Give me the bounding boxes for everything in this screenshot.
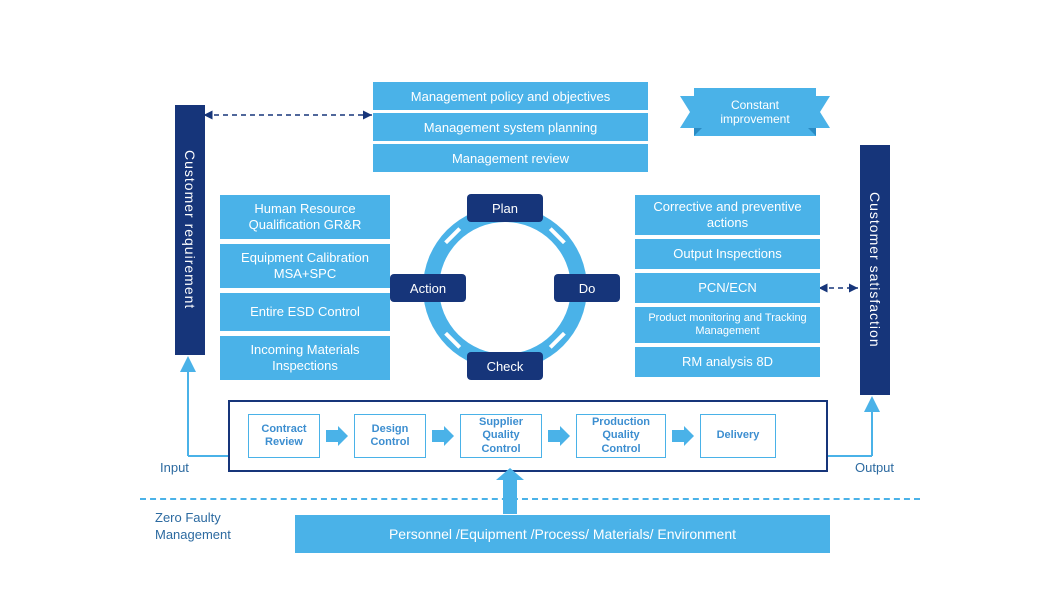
process-step: Supplier Quality Control bbox=[460, 414, 542, 458]
process-step: Design Control bbox=[354, 414, 426, 458]
process-step: Delivery bbox=[700, 414, 776, 458]
pdca-node: Action bbox=[390, 274, 466, 302]
zero-faulty-bar-label: Personnel /Equipment /Process/ Materials… bbox=[389, 526, 736, 542]
customer-requirement-bar: Customer requirement bbox=[175, 105, 205, 355]
left-stack-item: Human Resource Qualification GR&R bbox=[220, 195, 390, 239]
right-stack-item: PCN/ECN bbox=[635, 273, 820, 303]
customer-requirement-label: Customer requirement bbox=[182, 150, 198, 309]
pdca-node: Plan bbox=[467, 194, 543, 222]
right-stack-item: Product monitoring and Tracking Manageme… bbox=[635, 307, 820, 343]
pdca-node: Do bbox=[554, 274, 620, 302]
process-step: Contract Review bbox=[248, 414, 320, 458]
right-stack-item: Corrective and preventive actions bbox=[635, 195, 820, 235]
left-stack-item: Incoming Materials Inspections bbox=[220, 336, 390, 380]
process-step: Production Quality Control bbox=[576, 414, 666, 458]
customer-satisfaction-label: Customer satisfaction bbox=[867, 192, 883, 348]
top-stack-item: Management review bbox=[373, 144, 648, 172]
dashed-divider bbox=[140, 498, 920, 500]
zero-faulty-bar: Personnel /Equipment /Process/ Materials… bbox=[295, 515, 830, 553]
input-label: Input bbox=[160, 460, 189, 475]
left-stack-item: Entire ESD Control bbox=[220, 293, 390, 331]
right-stack-item: RM analysis 8D bbox=[635, 347, 820, 377]
left-stack-item: Equipment Calibration MSA+SPC bbox=[220, 244, 390, 288]
constant-improvement-ribbon: Constant improvement bbox=[680, 88, 830, 136]
ribbon-text: Constant improvement bbox=[720, 98, 789, 127]
top-stack-item: Management system planning bbox=[373, 113, 648, 141]
pdca-node: Check bbox=[467, 352, 543, 380]
top-stack-item: Management policy and objectives bbox=[373, 82, 648, 110]
right-stack-item: Output Inspections bbox=[635, 239, 820, 269]
output-label: Output bbox=[855, 460, 894, 475]
customer-satisfaction-bar: Customer satisfaction bbox=[860, 145, 890, 395]
zero-faulty-label: Zero Faulty Management bbox=[155, 510, 231, 544]
